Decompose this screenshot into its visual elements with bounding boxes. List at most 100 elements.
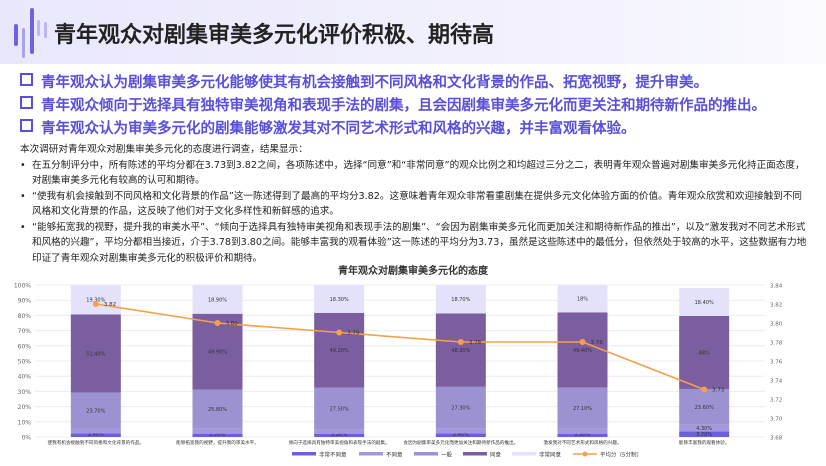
data-label: 27.10% (573, 406, 592, 412)
bar-segment (435, 386, 486, 429)
bar-segment (679, 388, 730, 425)
bar-segment (192, 285, 243, 314)
average-label: 3.73 (712, 388, 725, 394)
average-label: 3.78 (469, 340, 482, 346)
bar-segment (435, 428, 486, 434)
y-tick-label: 100% (14, 283, 31, 290)
y2-tick-label: 3.78 (770, 341, 783, 347)
y-tick-label: 40% (18, 374, 32, 381)
finding-bullet: “使我有机会接触到不同风格和文化背景的作品”这一陈述得到了最高的平均分3.82。… (20, 189, 810, 220)
category-label: 会因为剧集审美多元化而更加关注和期待新作品的推出。 (403, 439, 518, 446)
data-label: 49.40% (573, 348, 592, 354)
average-line (95, 303, 705, 391)
data-label: 51.40% (86, 351, 105, 357)
category-label: 倾向于选择具有独特审美视角和表现手法的剧集。 (289, 439, 390, 446)
bar-segment (679, 424, 730, 432)
chart-title: 青年观众对剧集审美多元化的态度 (338, 264, 489, 277)
average-point (214, 320, 221, 326)
category-label: 激发我对不同艺术形式和风格的兴趣。 (543, 439, 621, 446)
intro: 本次调研对青年观众对剧集审美多元化的态度进行调查，结果显示： (20, 144, 308, 155)
bar-segment (557, 387, 608, 429)
legend-marker (582, 451, 588, 457)
data-label: 4.30% (696, 426, 712, 432)
key-point-text: 青年观众认为审美多元化的剧集能够激发其对不同艺术形式和风格的兴趣，并丰富观看体验… (41, 121, 636, 137)
y-tick-label: 10% (18, 419, 32, 426)
bar-segment (70, 428, 121, 434)
data-label: 48% (699, 350, 710, 356)
y-tick-label: 80% (18, 313, 32, 320)
bar-segment (557, 285, 608, 313)
data-label: 23.70% (86, 408, 105, 414)
y-tick-label: 50% (18, 359, 32, 366)
average-point (92, 301, 99, 307)
category-label: 能够拓宽我的视野，提升我的审美水平。 (176, 439, 259, 446)
legend-label: 一般 (441, 451, 453, 459)
data-label: 23.60% (695, 405, 714, 411)
findings-text: 本次调研对青年观众对剧集审美多元化的态度进行调查，结果显示： 在五分制评分中，所… (20, 142, 810, 266)
y2-tick-label: 3.70 (770, 417, 783, 423)
checkbox-square-icon (20, 119, 33, 132)
y2-tick-label: 3.84 (770, 284, 783, 290)
key-point: 青年观众倾向于选择具有独特审美视角和表现手法的剧集，且会因剧集审美多元化而更关注… (20, 94, 766, 115)
bar-segment (314, 312, 365, 388)
data-label: 49.20% (330, 348, 349, 354)
bar-segment (70, 433, 121, 437)
checkbox-square-icon (20, 96, 33, 109)
average-point (701, 386, 708, 393)
data-label: 2.20% (210, 432, 226, 438)
data-label: 19.30% (86, 298, 105, 304)
legend-swatch (463, 452, 487, 456)
y-tick-label: 20% (18, 404, 32, 411)
data-label: 18% (577, 297, 588, 303)
finding-bullet: 在五分制评分中，所有陈述的平均分都在3.73到3.82之间，各项陈述中，选择“同… (20, 158, 810, 189)
y2-tick-label: 3.82 (770, 303, 782, 309)
bar-segment (679, 316, 730, 389)
legend-swatch (512, 452, 536, 456)
y2-tick-label: 3.76 (770, 360, 783, 366)
data-label: 2.40% (453, 432, 469, 438)
y-tick-label: 90% (18, 298, 32, 305)
average-point (457, 339, 464, 345)
data-label: 18.30% (330, 297, 349, 303)
bar-segment (314, 387, 365, 430)
finding-bullet: “能够拓宽我的视野，提升我的审美水平”、“倾向于选择具有独特审美视角和表现手法的… (20, 220, 810, 267)
data-label: 48.30% (451, 348, 470, 354)
bar-segment (557, 428, 608, 434)
bar-segment (314, 429, 365, 434)
checkbox-square-icon (20, 73, 33, 86)
key-point-text: 青年观众倾向于选择具有独特审美视角和表现手法的剧集，且会因剧集审美多元化而更关注… (41, 98, 766, 114)
average-label: 3.79 (347, 331, 360, 337)
data-label: 18.40% (695, 300, 714, 306)
category-label: 能够丰富我的观看体验。 (679, 439, 730, 446)
bar-segment (314, 433, 365, 437)
page-title: 青年观众对剧集审美多元化评价积极、期待高 (54, 23, 495, 48)
bar-segment (70, 392, 121, 429)
key-point: 青年观众认为审美多元化的剧集能够激发其对不同艺术形式和风格的兴趣，并丰富观看体验… (20, 117, 636, 138)
bar-segment (70, 285, 121, 315)
key-point-text: 青年观众认为剧集审美多元化能够使其有机会接触到不同风格和文化背景的作品、拓宽视野… (41, 75, 708, 91)
bar-segment (192, 428, 243, 434)
legend-label: 非常不同意 (319, 451, 347, 459)
average-point (579, 339, 586, 345)
data-label: 49.90% (208, 350, 227, 356)
bar-segment (435, 313, 486, 387)
data-label: 18.70% (451, 297, 470, 303)
data-label: 25.80% (208, 407, 227, 413)
attitude-chart: 青年观众对剧集审美多元化的态度 0% 10% 20% 30% 40% 50% 60% 70% 8… (14, 264, 783, 459)
bar-segment (435, 433, 486, 437)
legend-swatch (414, 452, 438, 456)
data-label: 2.40% (88, 432, 104, 438)
legend-swatch (292, 452, 316, 456)
bar-segment (192, 389, 243, 429)
y2-tick-label: 3.68 (770, 436, 783, 442)
y-tick-label: 70% (18, 328, 32, 335)
average-point (336, 329, 343, 336)
data-label: 2.20% (331, 432, 347, 438)
bar-segment (435, 285, 486, 314)
legend-label: 非常同意 (539, 451, 562, 459)
y-tick-label: 0% (21, 435, 31, 442)
header-band: 青年观众对剧集审美多元化评价积极、期待高 (0, 0, 826, 64)
average-label: 3.80 (226, 321, 239, 327)
y-tick-label: 60% (18, 343, 32, 350)
legend-swatch (359, 452, 383, 456)
